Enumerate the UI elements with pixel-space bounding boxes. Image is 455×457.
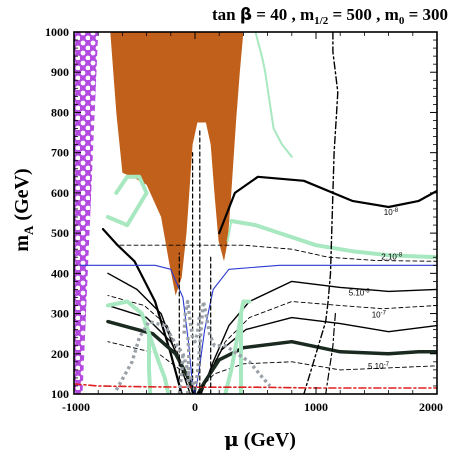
x-tick-label: -1000 bbox=[62, 400, 90, 414]
contour-label-exp: -8 bbox=[393, 208, 399, 214]
title-sub-half: 1/2 bbox=[314, 15, 329, 27]
y-tick-label: 600 bbox=[51, 186, 69, 200]
y-tick-label: 500 bbox=[51, 226, 69, 240]
region-excluded-dotted bbox=[74, 32, 99, 394]
contour-line-35 bbox=[186, 333, 191, 394]
contour-line-10 bbox=[196, 339, 437, 394]
contour-label-exp: -7 bbox=[384, 362, 390, 368]
contour-label-text: 10 bbox=[372, 311, 381, 320]
contour-label-text: 5.10 bbox=[368, 362, 384, 371]
ylabel-unit: (GeV) bbox=[11, 168, 33, 225]
y-tick-label: 700 bbox=[51, 146, 69, 160]
contour-line-22 bbox=[254, 32, 293, 158]
y-tick-label: 1000 bbox=[45, 25, 69, 39]
contour-line-9 bbox=[106, 319, 197, 394]
contour-label-0: 10-8 bbox=[384, 208, 399, 217]
contour-line-34 bbox=[177, 353, 185, 394]
y-tick-label: 400 bbox=[51, 266, 69, 280]
contour-line-12 bbox=[196, 361, 437, 394]
x-tick-label: 2000 bbox=[419, 400, 443, 414]
region-excluded-brown bbox=[110, 32, 244, 296]
xlabel-mu: μ bbox=[224, 427, 239, 451]
y-axis-label: mA (GeV) bbox=[11, 168, 36, 251]
axis-ticks: 100 200 300 400 500 600 700 800 900 1000 -1000 0 100… bbox=[45, 25, 443, 414]
y-tick-label: 800 bbox=[51, 105, 69, 119]
contour-line-24 bbox=[303, 32, 339, 394]
contour-line-2 bbox=[119, 244, 437, 262]
title-eq3: = 300 bbox=[404, 5, 448, 24]
contour-label-exp: -8 bbox=[364, 289, 370, 295]
contour-line-15 bbox=[105, 215, 130, 228]
x-axis-label: μ (GeV) bbox=[224, 427, 296, 451]
x-tick-label: 0 bbox=[192, 400, 198, 414]
contour-line-23 bbox=[226, 220, 233, 243]
contour-line-18 bbox=[147, 331, 171, 394]
contour-line-14 bbox=[194, 264, 437, 394]
y-tick-label: 100 bbox=[51, 387, 69, 401]
contour-labels: 10-82.10-85.10-810-75.10-7 bbox=[349, 208, 403, 371]
contour-line-26 bbox=[74, 383, 437, 389]
contour-line-21 bbox=[229, 219, 437, 260]
contour-label-text: 5.10 bbox=[349, 289, 365, 298]
contour-line-1 bbox=[218, 175, 437, 235]
title-sub-zero: 0 bbox=[399, 15, 405, 27]
contour-line-13 bbox=[79, 264, 196, 394]
contour-label-3: 10-7 bbox=[372, 311, 387, 320]
contour-label-exp: -8 bbox=[397, 253, 403, 259]
contour-line-31 bbox=[114, 319, 197, 391]
contour-line-33 bbox=[182, 299, 202, 344]
contour-line-0 bbox=[101, 228, 183, 394]
y-tick-label: 200 bbox=[51, 347, 69, 361]
title-beta: β bbox=[240, 5, 252, 25]
xlabel-unit: (GeV) bbox=[239, 429, 296, 451]
ylabel-sub: A bbox=[21, 225, 36, 235]
contour-line-32 bbox=[193, 299, 272, 391]
contour-label-text: 10 bbox=[384, 208, 393, 217]
title-eq1: = 40 , m bbox=[252, 5, 314, 24]
chart-title: tan β = 40 , m1/2 = 500 , m0 = 300 bbox=[212, 5, 448, 27]
title-eq2: = 500 , m bbox=[328, 5, 399, 24]
excluded-regions bbox=[74, 32, 244, 394]
contour-curves bbox=[74, 32, 437, 394]
contour-label-1: 2.10-8 bbox=[381, 253, 403, 262]
title-tan: tan bbox=[212, 5, 236, 24]
contour-line-25 bbox=[325, 313, 336, 394]
contour-label-2: 5.10-8 bbox=[349, 289, 371, 298]
x-tick-label: 1000 bbox=[304, 400, 328, 414]
y-tick-label: 300 bbox=[51, 307, 69, 321]
ylabel-m: m bbox=[11, 235, 33, 252]
plot-frame bbox=[73, 31, 438, 395]
contour-label-4: 5.10-7 bbox=[368, 362, 390, 371]
contour-line-17 bbox=[105, 299, 153, 394]
contour-label-exp: -7 bbox=[381, 311, 387, 317]
contour-line-4 bbox=[200, 280, 437, 394]
y-tick-label: 900 bbox=[51, 65, 69, 79]
contour-line-16 bbox=[114, 174, 149, 228]
contour-label-text: 2.10 bbox=[381, 253, 397, 262]
